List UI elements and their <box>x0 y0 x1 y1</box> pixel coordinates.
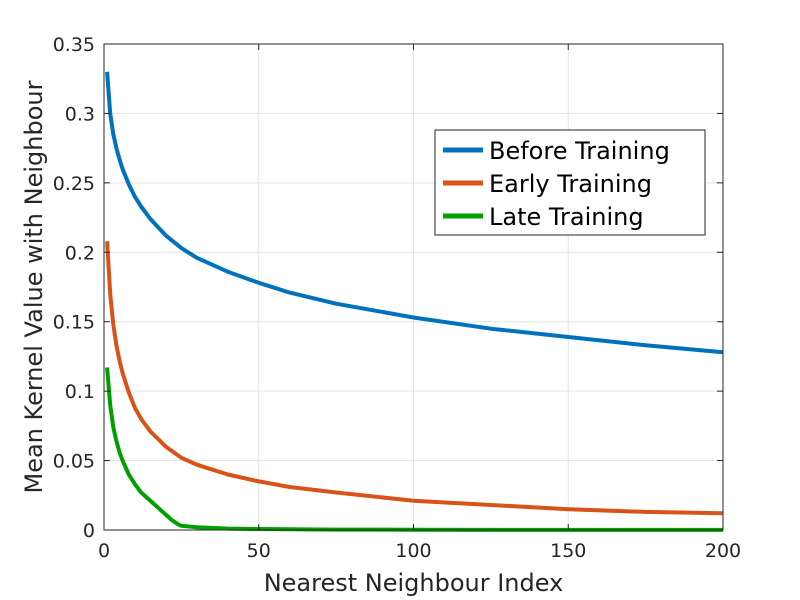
legend: Before Training Early Training Late Traini… <box>434 129 706 236</box>
series-group <box>105 71 724 532</box>
y-tick-label: 0.05 <box>53 451 95 473</box>
y-tick-label: 0 <box>83 520 95 542</box>
x-tick-label: 100 <box>395 540 431 562</box>
y-tick-label: 0.1 <box>65 381 95 403</box>
y-tick-label: 0.15 <box>53 312 95 334</box>
x-tick-label: 50 <box>247 540 271 562</box>
axis-ticks: 0 50 100 150 200 0 0.05 0.1 0.15 0.2 0.25 0.3 0.35 <box>53 34 741 562</box>
y-tick-label: 0.25 <box>53 173 95 195</box>
series-line-late-training <box>105 367 723 532</box>
series-line-early-training <box>105 241 724 516</box>
x-tick-label: 150 <box>550 540 586 562</box>
x-axis-label: Nearest Neighbour Index <box>264 569 564 597</box>
legend-label: Before Training <box>489 137 670 165</box>
legend-label: Late Training <box>489 203 644 231</box>
y-tick-label: 0.35 <box>53 34 95 56</box>
y-tick-label: 0.2 <box>65 242 95 264</box>
y-tick-label: 0.3 <box>65 103 95 125</box>
grid <box>103 43 724 531</box>
y-axis-label: Mean Kernel Value with Neighbour <box>20 80 48 493</box>
series-line-before-training <box>105 71 724 355</box>
x-tick-label: 200 <box>705 540 741 562</box>
legend-label: Early Training <box>489 170 652 198</box>
x-tick-label: 0 <box>98 540 110 562</box>
